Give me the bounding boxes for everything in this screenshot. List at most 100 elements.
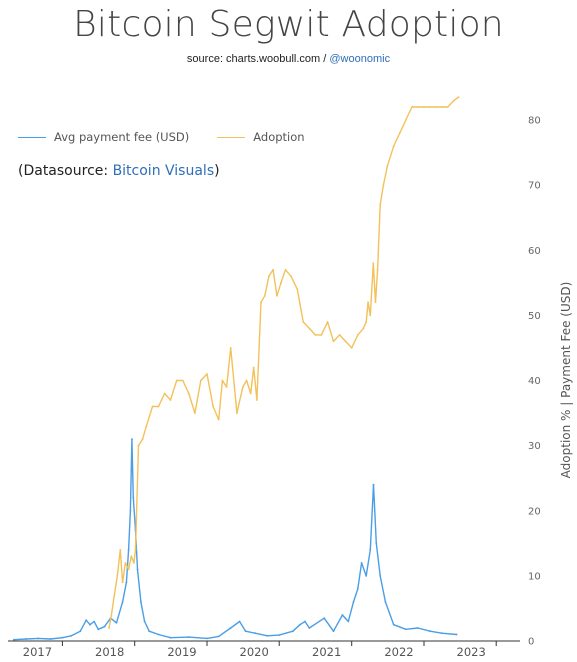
- adoption-series-point: [290, 275, 292, 278]
- fee-series-point: [375, 542, 378, 545]
- x-tick-label: 2023: [457, 645, 486, 659]
- adoption-series-point: [229, 347, 232, 349]
- adoption-series-point: [446, 106, 449, 108]
- fee-series-point: [365, 575, 368, 577]
- fee-series-point: [85, 619, 88, 622]
- fee-series-point: [404, 628, 407, 631]
- fee-series-point: [93, 620, 95, 623]
- adoption-series-point: [169, 399, 172, 401]
- adoption-series-line: [108, 96, 460, 629]
- legend-item-adoption[interactable]: Adoption: [217, 130, 305, 144]
- fee-series-point: [103, 625, 106, 628]
- adoption-series-point: [453, 99, 455, 102]
- adoption-series-point: [130, 555, 133, 558]
- adoption-series-point: [124, 562, 127, 564]
- fee-series-point: [392, 623, 395, 626]
- x-tick-label: 2022: [384, 645, 413, 659]
- x-tick-label: 2021: [312, 645, 341, 659]
- fee-series-point: [49, 638, 52, 640]
- adoption-series-point: [236, 412, 238, 414]
- y-tick-label: 20: [528, 506, 541, 517]
- legend-item-fee[interactable]: Avg payment fee (USD): [18, 130, 189, 144]
- adoption-series-point: [127, 568, 130, 571]
- adoption-series-point: [356, 334, 359, 336]
- adoption-series-point: [379, 203, 382, 206]
- fee-series-point: [37, 637, 40, 640]
- adoption-series-point: [374, 301, 377, 304]
- adoption-series-point: [411, 106, 413, 108]
- adoption-series-point: [145, 425, 148, 427]
- adoption-series-point: [308, 327, 311, 330]
- chart-source: source: charts.woobull.com / @woonomic: [0, 53, 577, 65]
- fee-series-point: [299, 623, 301, 626]
- fee-series-point: [187, 636, 190, 638]
- adoption-series-point: [423, 106, 425, 108]
- legend-label-fee: Avg payment fee (USD): [54, 130, 190, 144]
- fee-series-point: [13, 638, 15, 641]
- datasource-link[interactable]: Bitcoin Visuals: [112, 163, 215, 179]
- fee-series-point: [129, 509, 132, 512]
- adoption-series-point: [249, 392, 252, 395]
- fee-series-point: [238, 620, 241, 623]
- fee-series-point: [89, 623, 91, 626]
- adoption-series-point: [157, 405, 160, 408]
- x-tick-label: 2020: [240, 645, 269, 659]
- adoption-series-point: [398, 132, 401, 134]
- adoption-series-point: [296, 288, 299, 291]
- adoption-series-point: [404, 119, 407, 121]
- y-tick-label: 40: [528, 376, 541, 387]
- fee-series-point: [244, 630, 247, 633]
- fee-series-point: [97, 628, 100, 631]
- adoption-series-point: [284, 268, 287, 271]
- legend-swatch-fee: [18, 136, 46, 138]
- datasource-suffix: ): [214, 163, 220, 179]
- adoption-series-point: [429, 106, 431, 108]
- fee-series-point: [115, 621, 118, 624]
- adoption-series-point: [362, 327, 365, 330]
- fee-series-point: [148, 630, 151, 633]
- adoption-series-point: [434, 106, 437, 108]
- adoption-series-point: [416, 106, 419, 108]
- adoption-series-point: [212, 405, 215, 408]
- fee-series-point: [369, 548, 372, 551]
- adoption-series-point: [119, 548, 122, 551]
- adoption-series-point: [221, 379, 224, 382]
- source-handle-link[interactable]: @woonomic: [329, 53, 391, 65]
- adoption-series-point: [268, 275, 270, 278]
- adoption-series-point: [134, 548, 137, 551]
- adoption-series-point: [263, 294, 266, 297]
- legend-swatch-adoption: [217, 136, 246, 138]
- x-axis-ticks: 2017 2018 2019 2020 2021 2022 2023: [23, 641, 497, 659]
- adoption-series-point: [365, 321, 368, 323]
- y-axis-title: Adoption % | Payment Fee (USD): [559, 282, 573, 479]
- adoption-series-point: [108, 627, 110, 629]
- adoption-series-point: [141, 438, 144, 440]
- fee-series-point: [206, 637, 208, 640]
- adoption-series-point: [382, 184, 385, 187]
- y-tick-label: 80: [528, 116, 541, 127]
- adoption-series-point: [113, 594, 116, 597]
- legend-label-adoption: Adoption: [253, 130, 305, 144]
- adoption-series-point: [344, 340, 347, 343]
- adoption-series-point: [457, 96, 460, 99]
- adoption-series-point: [137, 444, 140, 447]
- fee-series-point: [455, 633, 458, 636]
- fee-series-point: [169, 636, 172, 639]
- adoption-series-point: [151, 405, 154, 408]
- adoption-series-point: [350, 347, 353, 349]
- fee-series-point: [61, 636, 64, 639]
- y-tick-label: 50: [528, 311, 541, 322]
- fee-series-point: [360, 562, 363, 564]
- fee-series-point: [131, 438, 133, 440]
- fee-series-point: [416, 627, 419, 629]
- x-tick-label: 2017: [23, 645, 52, 659]
- adoption-series-point: [241, 386, 244, 388]
- y-tick-label: 10: [528, 571, 541, 582]
- adoption-series-point: [133, 562, 135, 564]
- adoption-series-point: [302, 321, 305, 323]
- adoption-series-point: [116, 575, 119, 577]
- adoption-series-point: [110, 614, 113, 616]
- adoption-series-point: [367, 301, 369, 304]
- fee-series-point: [341, 614, 344, 616]
- y-axis-ticks: 0 10 20 30 40 50 60 70 80: [528, 116, 541, 648]
